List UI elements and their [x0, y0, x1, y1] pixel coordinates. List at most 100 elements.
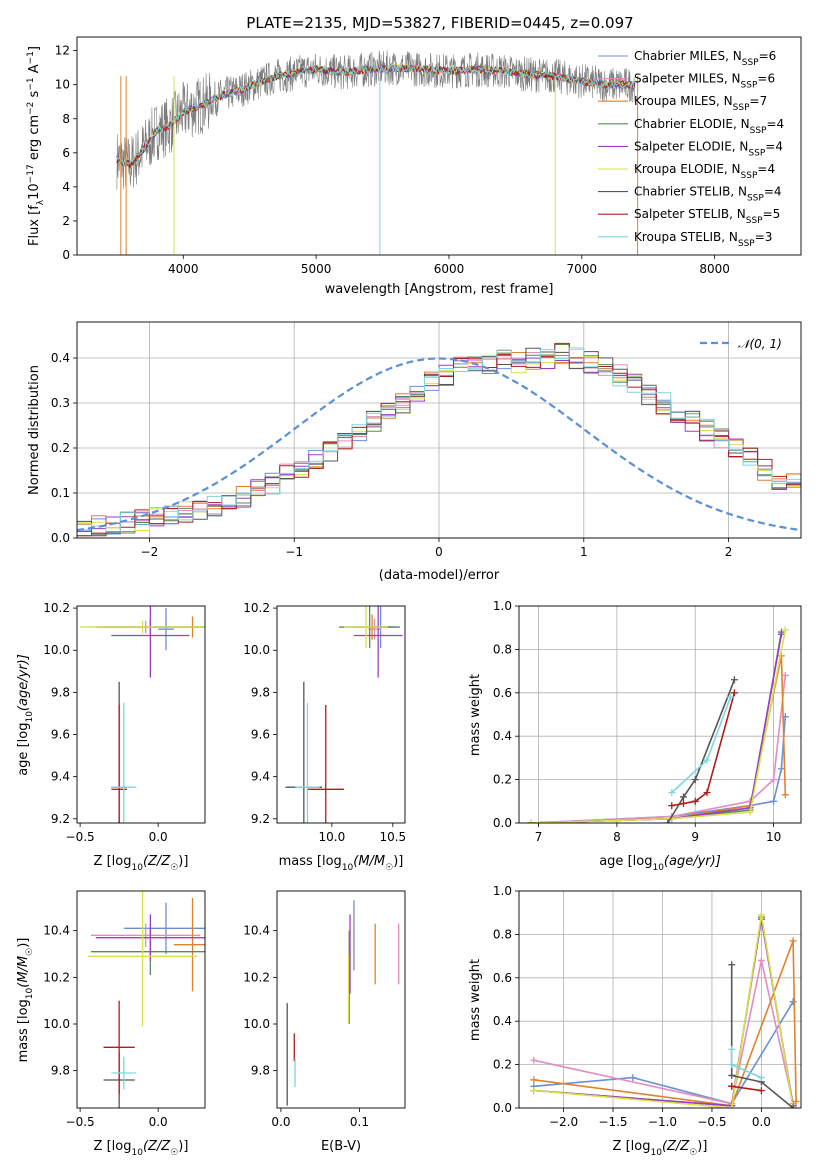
x-tick-label: 0.1: [350, 1115, 369, 1129]
legend-entry: Salpeter ELODIE, NSSP=4: [634, 139, 783, 158]
weight-marker: [757, 1087, 765, 1095]
plot-area: [285, 606, 403, 823]
x-tick-label: 7000: [567, 262, 598, 276]
y-tick-label: 0.1: [51, 486, 70, 500]
y-tick-label: 4: [62, 180, 70, 194]
x-tick-label: −1.5: [598, 1115, 627, 1129]
y-tick-label: 0.4: [493, 729, 512, 743]
axes-frame: [276, 890, 406, 1109]
grid-lines: [519, 605, 801, 824]
weight-marker: [668, 789, 676, 797]
plot-area: [286, 900, 400, 1106]
gaussian-curve: [77, 357, 801, 532]
weight-marker: [770, 776, 778, 784]
mass-weight-vs-metallicity-panel: −2.0 −1.5 −1.0 −0.5 0.0 0.0 0.2 0.4 0.6 0.8 1.0 Z […: [468, 884, 802, 1158]
legend-entry: Kroupa ELODIE, NSSP=4: [634, 162, 775, 181]
plot-area: [116, 50, 639, 255]
mass-vs-metallicity-panel: −0.5 0.0 9.8 10.0 10.2 10.4 Z [log10(Z/Z☉)] mas…: [16, 890, 206, 1158]
x-axis-label: mass [log10(M/M☉)]: [279, 854, 404, 873]
weight-marker: [727, 693, 734, 701]
weight-line: [533, 959, 794, 1105]
y-tick-label: 9.6: [51, 728, 70, 742]
y-tick-label: 10.0: [43, 643, 70, 657]
x-tick-label: −2: [141, 545, 159, 559]
x-tick-label: 0.0: [752, 1115, 771, 1129]
weight-marker: [691, 776, 699, 784]
x-tick-label: −0.5: [66, 1115, 95, 1129]
weight-marker: [781, 626, 789, 634]
y-tick-label: 12: [55, 44, 70, 58]
x-tick-label: 2: [725, 545, 733, 559]
y-tick-label: 10.2: [43, 970, 70, 984]
legend: Chabrier MILES, NSSP=6 Salpeter MILES, NS…: [598, 49, 784, 249]
axes-border: [76, 36, 802, 256]
weight-marker: [680, 793, 687, 801]
axes-frame: [76, 36, 802, 256]
histogram-step-0: [77, 355, 801, 535]
weight-marker: [691, 797, 699, 805]
y-tick-label: 8: [62, 112, 70, 126]
x-axis-label: wavelength [Angstrom, rest frame]: [325, 282, 554, 297]
histogram-step-1: [77, 352, 801, 534]
y-tick-label: 10.4: [243, 924, 270, 938]
y-tick-label: 10.2: [43, 601, 70, 615]
plot-area: [530, 911, 800, 1108]
axes-frame: [76, 890, 206, 1109]
y-axis-label: Flux [fλ10−17 erg cm−2 s−1 A−1]: [26, 46, 46, 246]
y-tick-label: 0.6: [493, 686, 512, 700]
y-tick-label: 0.0: [493, 1101, 512, 1115]
axes-border: [76, 890, 206, 1109]
y-axis-label: Normed distribution: [27, 365, 42, 495]
weight-marker: [792, 1097, 800, 1105]
plot-area: [77, 342, 801, 537]
weight-marker: [757, 956, 765, 964]
x-tick-label: 4000: [168, 262, 199, 276]
y-tick-label: 9.2: [51, 812, 70, 826]
plot-area: [80, 606, 205, 823]
legend-entry: Chabrier STELIB, NSSP=4: [634, 185, 782, 204]
histogram-step-2: [77, 350, 801, 534]
x-axis-label: E(B-V): [321, 1139, 361, 1154]
plot-area: [87, 891, 205, 1108]
histogram-step-8: [77, 347, 801, 533]
weight-line: [533, 914, 794, 1108]
weight-marker: [530, 1087, 538, 1095]
y-tick-label: 1.0: [493, 599, 512, 613]
y-axis-label: age [log10(age/yr)]: [16, 654, 35, 776]
figure-title: PLATE=2135, MJD=53827, FIBERID=0445, z=0…: [246, 14, 633, 32]
legend-entry: Chabrier MILES, NSSP=6: [634, 49, 776, 68]
x-axis-label: age [log10(age/yr)]: [599, 854, 721, 873]
y-tick-label: 2: [62, 214, 70, 228]
axes-frame: [518, 605, 802, 824]
y-tick-label: 10.4: [43, 924, 70, 938]
weight-marker: [728, 1104, 736, 1108]
y-tick-label: 0.8: [493, 642, 512, 656]
y-tick-label: 9.8: [51, 1064, 70, 1078]
y-tick-label: 9.4: [251, 770, 270, 784]
weight-marker: [680, 799, 687, 807]
y-tick-label: 10.0: [43, 1017, 70, 1031]
y-tick-label: 9.6: [251, 728, 270, 742]
axes-frame: [518, 890, 802, 1109]
weight-marker: [728, 1082, 736, 1090]
weight-marker: [629, 1074, 637, 1082]
mass-vs-extinction-panel: 0.0 0.1 9.8 10.0 10.2 10.4 E(B-V): [243, 890, 406, 1154]
x-tick-label: 0.0: [149, 1115, 168, 1129]
y-tick-label: 0.4: [51, 351, 70, 365]
weight-line: [533, 940, 797, 1107]
y-tick-label: 9.8: [251, 685, 270, 699]
y-tick-label: 0.2: [51, 441, 70, 455]
weight-line: [731, 1085, 762, 1092]
y-tick-label: 0.3: [51, 396, 70, 410]
axes-border: [276, 890, 406, 1109]
y-axis-label: mass weight: [468, 959, 483, 1041]
weight-marker: [728, 1061, 736, 1069]
x-tick-label: 0.0: [149, 830, 168, 844]
y-tick-label: 10.2: [243, 601, 270, 615]
weight-marker: [730, 676, 738, 684]
y-tick-label: 9.2: [251, 812, 270, 826]
weight-line: [730, 964, 794, 1108]
y-tick-label: 0.0: [51, 531, 70, 545]
histogram-step-4: [77, 355, 801, 532]
